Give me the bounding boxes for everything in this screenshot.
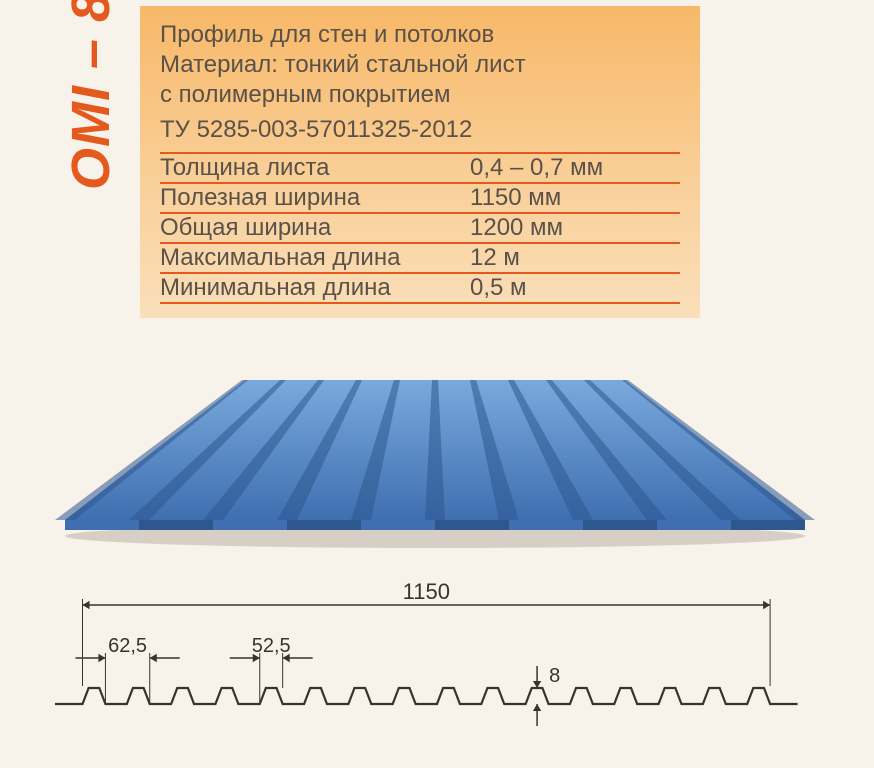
spec-value: 1200 мм — [470, 214, 680, 242]
svg-text:62,5: 62,5 — [108, 635, 147, 657]
description: Профиль для стен и потолков Материал: то… — [160, 20, 680, 110]
desc-line-3: с полимерным покрытием — [160, 80, 680, 110]
spec-value: 0,5 м — [470, 274, 680, 302]
spec-row: Полезная ширина1150 мм — [160, 182, 680, 212]
desc-line-2: Материал: тонкий стальной лист — [160, 50, 680, 80]
info-box: Профиль для стен и потолков Материал: то… — [140, 6, 700, 318]
spec-label: Полезная ширина — [160, 184, 470, 212]
svg-text:1150: 1150 — [403, 580, 450, 604]
svg-text:52,5: 52,5 — [252, 635, 291, 657]
spec-code: ТУ 5285-003-57011325-2012 — [160, 116, 680, 144]
spec-label: Общая ширина — [160, 214, 470, 242]
spec-table: Толщина листа0,4 – 0,7 ммПолезная ширина… — [160, 152, 680, 304]
spec-value: 0,4 – 0,7 мм — [470, 154, 680, 182]
product-name: OMI – 8 — [60, 0, 122, 190]
desc-line-1: Профиль для стен и потолков — [160, 20, 680, 50]
spec-label: Максимальная длина — [160, 244, 470, 272]
spec-row: Максимальная длина12 м — [160, 242, 680, 272]
sheet-3d-illustration — [55, 370, 815, 550]
svg-text:8: 8 — [549, 665, 560, 687]
profile-cross-section: 1150 62,5 52,5 8 — [30, 580, 844, 750]
spec-row: Минимальная длина0,5 м — [160, 272, 680, 304]
spec-label: Толщина листа — [160, 154, 470, 182]
spec-row: Общая ширина1200 мм — [160, 212, 680, 242]
spec-label: Минимальная длина — [160, 274, 470, 302]
spec-row: Толщина листа0,4 – 0,7 мм — [160, 152, 680, 182]
spec-value: 12 м — [470, 244, 680, 272]
spec-value: 1150 мм — [470, 184, 680, 212]
